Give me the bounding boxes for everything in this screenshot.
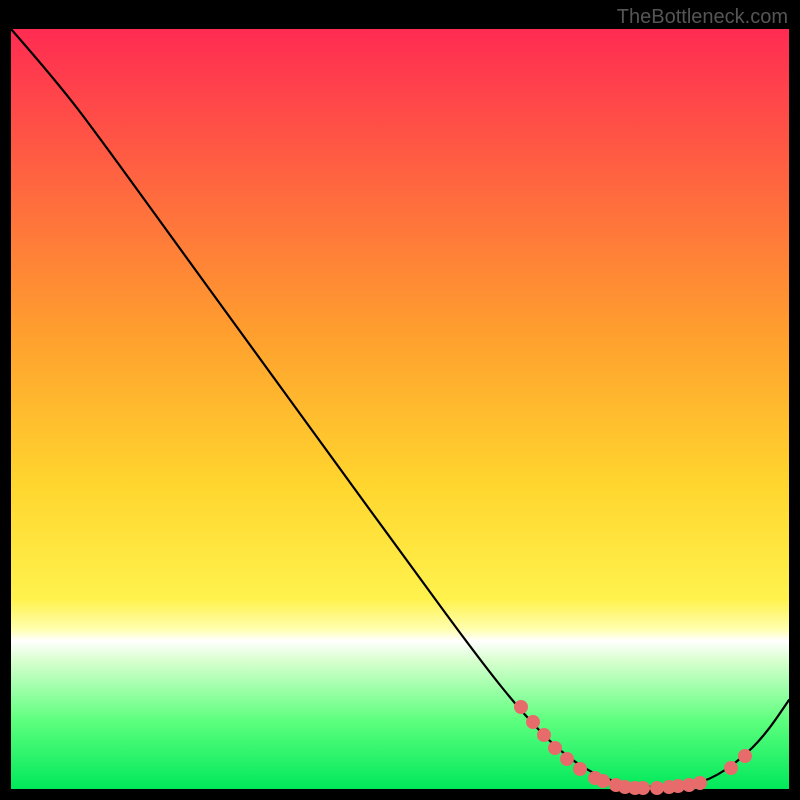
marker-dot <box>526 715 540 729</box>
marker-dot <box>560 752 574 766</box>
marker-dot <box>693 776 707 790</box>
marker-group <box>514 700 752 795</box>
marker-dot <box>596 774 610 788</box>
marker-dot <box>636 781 650 795</box>
watermark-text: TheBottleneck.com <box>617 6 788 29</box>
marker-dot <box>724 761 738 775</box>
marker-dot <box>514 700 528 714</box>
marker-dot <box>650 781 664 795</box>
marker-dot <box>738 749 752 763</box>
marker-dot <box>548 741 562 755</box>
chart-svg-overlay <box>0 0 800 800</box>
marker-dot <box>573 762 587 776</box>
bottleneck-curve <box>11 29 789 787</box>
marker-dot <box>537 728 551 742</box>
